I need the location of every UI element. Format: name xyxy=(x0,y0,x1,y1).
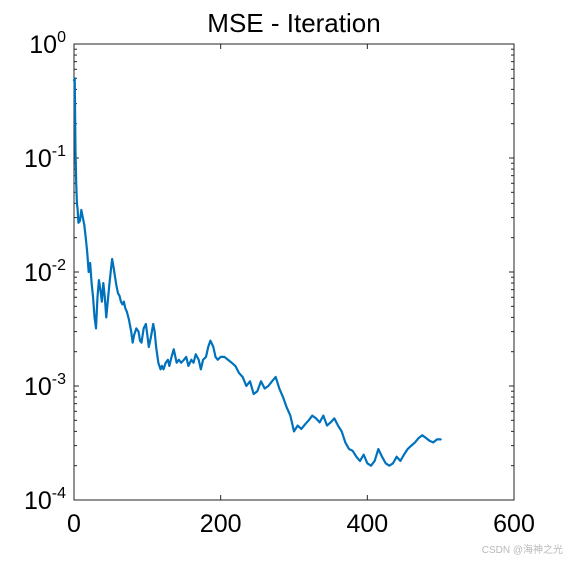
x-tick-label: 0 xyxy=(67,510,81,538)
y-tick-label: 10-1 xyxy=(24,143,66,173)
watermark: CSDN @海神之光 xyxy=(481,545,563,556)
series-group xyxy=(72,77,442,467)
y-tick-label-exponent: -4 xyxy=(52,485,66,502)
plot-area-frame xyxy=(73,43,515,501)
y-tick-label-base: 10 xyxy=(24,373,52,401)
y-tick-label-exponent: -2 xyxy=(52,257,66,274)
series-line xyxy=(72,77,442,467)
x-tick-labels: 0 200 400 600 xyxy=(67,510,535,538)
y-tick-label: 10-3 xyxy=(24,371,66,401)
y-tick-label-base: 10 xyxy=(29,31,57,59)
y-tick-label-exponent: -1 xyxy=(52,143,66,160)
y-tick-label-exponent: -3 xyxy=(52,371,66,388)
y-tick-label: 100 xyxy=(29,29,66,59)
axis-ticks xyxy=(73,43,515,501)
x-tick-label: 400 xyxy=(346,510,388,538)
y-tick-label-base: 10 xyxy=(24,487,52,515)
y-tick-label: 10-2 xyxy=(24,257,66,287)
y-tick-label-base: 10 xyxy=(24,145,52,173)
y-tick-label: 10-4 xyxy=(24,485,66,515)
y-tick-label-exponent: 0 xyxy=(57,29,66,46)
chart-title: MSE - Iteration xyxy=(207,8,380,38)
y-tick-label-base: 10 xyxy=(24,259,52,287)
x-tick-label: 600 xyxy=(493,510,535,538)
x-tick-label: 200 xyxy=(200,510,242,538)
